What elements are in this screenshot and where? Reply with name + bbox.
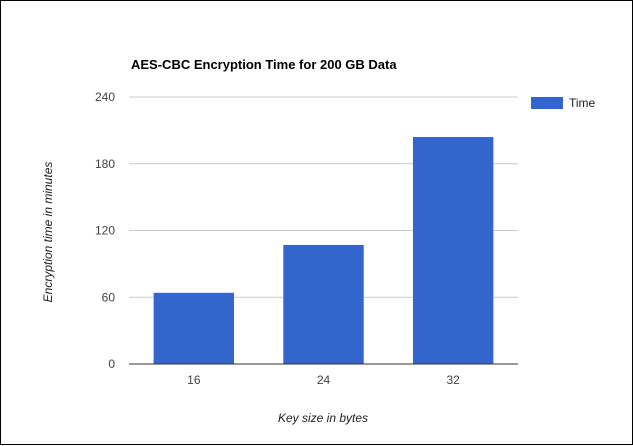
y-tick-label: 180: [95, 157, 115, 171]
legend: Time: [531, 96, 596, 110]
bar-16[interactable]: [153, 292, 235, 364]
legend-swatch-time: [531, 97, 563, 109]
y-axis-ticks: 0 60 120 180 240: [95, 90, 115, 371]
y-tick-label: 60: [102, 290, 116, 304]
bar-24[interactable]: [283, 244, 364, 364]
x-tick-label: 24: [317, 373, 331, 387]
x-tick-label: 16: [187, 373, 201, 387]
chart-title: AES-CBC Encryption Time for 200 GB Data: [131, 57, 397, 72]
x-axis-title: Key size in bytes: [278, 411, 368, 425]
bars: [153, 137, 494, 364]
y-axis-title: Encryption time in minutes: [41, 162, 55, 303]
x-tick-label: 32: [446, 373, 460, 387]
y-tick-label: 120: [95, 224, 115, 238]
bar-32[interactable]: [412, 137, 494, 364]
y-tick-label: 0: [108, 357, 115, 371]
legend-label-time: Time: [569, 96, 596, 110]
y-tick-label: 240: [95, 90, 115, 104]
x-axis-ticks: 16 24 32: [187, 373, 460, 387]
